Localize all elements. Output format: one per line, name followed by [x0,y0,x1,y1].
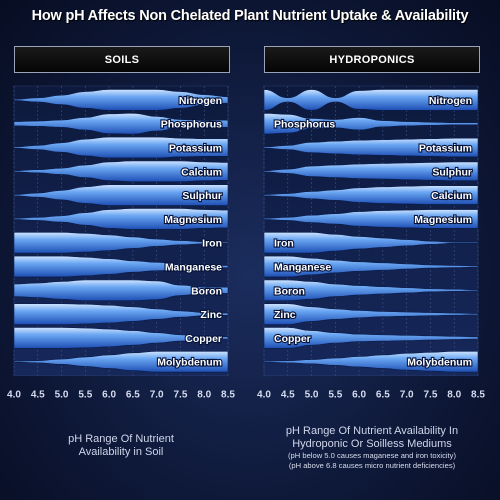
soils-label-magnesium: Magnesium [164,214,222,226]
soils-band-magnesium [13,208,229,230]
soils-label-iron: Iron [202,238,222,250]
hydroponics-band-magnesium [263,209,479,229]
hydroponics-plot-area [263,85,479,376]
soils-band-manganese [13,255,229,278]
hydroponics-band-boron [263,279,479,302]
hydroponics-tick-label: 5.0 [305,390,319,401]
soils-label-molybdenum: Molybdenum [157,357,222,369]
soils-tick-label: 4.0 [7,390,21,401]
soils-band-boron [13,279,229,302]
hydroponics-tick-label: 4.5 [281,390,295,401]
chart-title: How pH Affects Non Chelated Plant Nutrie… [31,8,469,24]
hydroponics-label-sulphur: Sulphur [432,166,472,178]
hydroponics-band-phosphorus [263,112,479,135]
soils-band-nitrogen [13,89,229,111]
hydroponics-panel-label: HYDROPONICS [264,46,480,73]
soils-tick-label: 5.0 [55,390,69,401]
soils-label-calcium: Calcium [181,166,222,178]
soils-label-phosphorus: Phosphorus [161,119,222,131]
soils-tick-label: 4.5 [31,390,45,401]
hydroponics-label-manganese: Manganese [274,262,331,274]
hydroponics-label-calcium: Calcium [431,190,472,202]
soils-tick-label: 7.5 [173,390,187,401]
soils-label-copper: Copper [185,333,222,345]
soils-band-phosphorus [13,112,229,135]
soils-chart: Nitrogen Phosphorus Potassium Calcium Sulphu… [7,85,235,401]
soils-band-iron [13,231,229,254]
hydroponics-band-manganese [263,255,479,278]
hydroponics-label-nitrogen: Nitrogen [429,95,472,107]
hydroponics-band-copper [263,327,479,349]
soils-label-zinc: Zinc [200,309,222,321]
hydroponics-caption: pH Range Of Nutrient Availability In Hyd… [254,425,490,471]
soils-label-boron: Boron [191,285,222,297]
soils-tick-label: 8.5 [221,390,235,401]
hydroponics-tick-label: 4.0 [257,390,271,401]
hydroponics-tick-label: 6.5 [376,390,390,401]
hydroponics-label-boron: Boron [274,285,305,297]
soils-band-zinc [13,303,229,325]
soils-band-copper [13,327,229,349]
hydroponics-caption-line-4: (pH above 6.8 causes micro nutrient defi… [288,461,456,470]
soils-tick-label: 5.5 [78,390,92,401]
hydroponics-label-phosphorus: Phosphorus [274,119,335,131]
hydroponics-tick-label: 5.5 [328,390,342,401]
soils-tick-label: 8.0 [197,390,211,401]
soils-band-calcium [13,160,229,182]
soils-label-nitrogen: Nitrogen [179,95,222,107]
hydroponics-label-potassium: Potassium [419,143,472,155]
hydroponics-caption-line-1: pH Range Of Nutrient Availability In [285,425,459,437]
hydroponics-label-molybdenum: Molybdenum [407,357,472,369]
hydroponics-tick-label: 7.0 [400,390,414,401]
hydroponics-band-calcium [263,185,479,205]
hydroponics-label-magnesium: Magnesium [414,214,472,226]
soils-caption-line-2: Availability in Soil [78,446,164,458]
soils-tick-label: 6.5 [126,390,140,401]
hydroponics-caption-line-2: Hydroponic Or Soilless Mediums [292,438,452,450]
hydroponics-label-copper: Copper [274,333,311,345]
soils-caption: pH Range Of Nutrient Availability in Soi… [14,433,228,459]
hydroponics-tick-label: 8.5 [471,390,485,401]
hydroponics-band-potassium [263,137,479,158]
hydroponics-label-iron: Iron [274,238,294,250]
soils-band-sulphur [13,184,229,206]
hydroponics-caption-line-3: (pH below 5.0 causes maganese and iron t… [288,451,456,460]
hydroponics-tick-label: 7.5 [423,390,437,401]
hydroponics-band-sulphur [263,161,479,181]
hydroponics-band-nitrogen [263,89,479,111]
soils-label-manganese: Manganese [165,262,222,274]
hydroponics-band-iron [263,231,479,254]
hydroponics-label-zinc: Zinc [274,309,296,321]
hydroponics-tick-label: 8.0 [447,390,461,401]
soils-caption-line-1: pH Range Of Nutrient [68,433,174,445]
hydroponics-band-molybdenum [263,350,479,373]
soils-band-potassium [13,136,229,159]
soils-label-potassium: Potassium [169,143,222,155]
hydroponics-chart: Nitrogen Phosphorus Potassium Sulphur Calciu… [257,85,485,401]
soils-label-sulphur: Sulphur [182,190,222,202]
soils-band-molybdenum [13,350,229,373]
soils-tick-label: 7.0 [150,390,164,401]
hydroponics-band-zinc [263,303,479,325]
soils-tick-label: 6.0 [102,390,116,401]
soils-panel-label: SOILS [14,46,230,73]
hydroponics-tick-label: 6.0 [352,390,366,401]
